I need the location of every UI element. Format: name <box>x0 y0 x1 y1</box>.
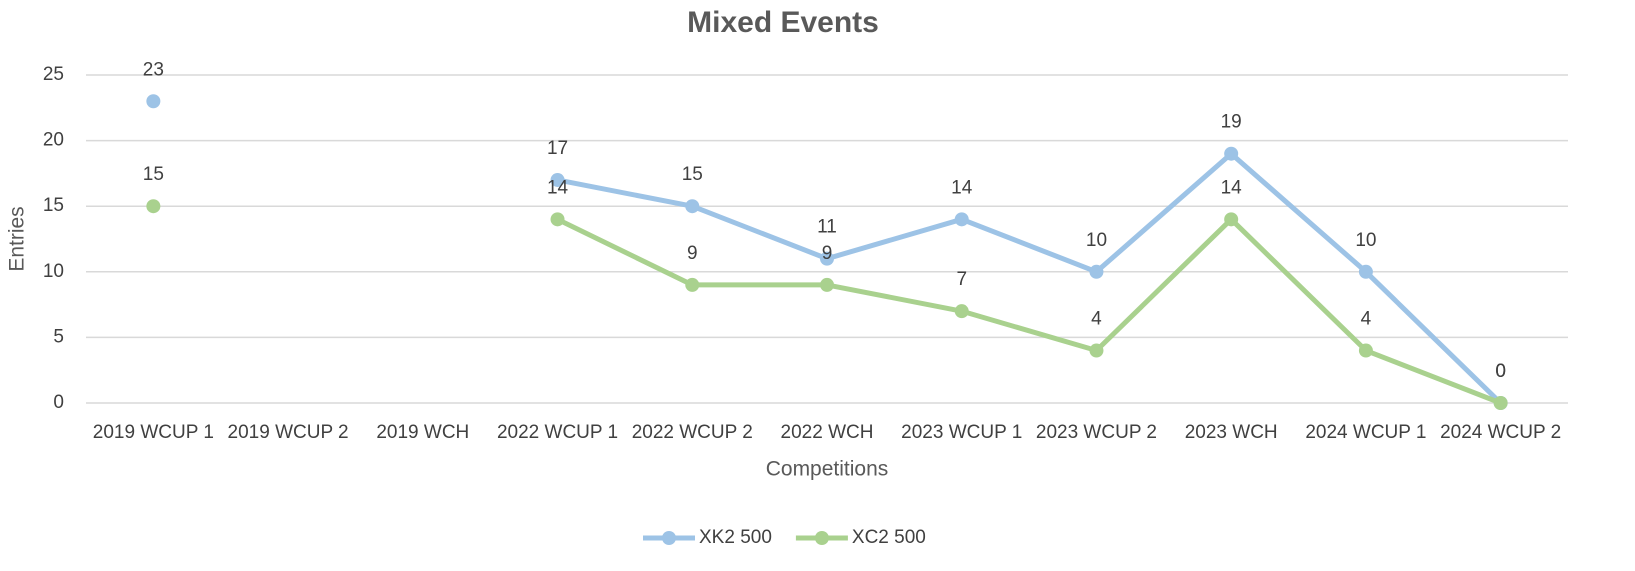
y-tick-label: 10 <box>43 261 64 282</box>
x-tick-label: 2024 WCUP 2 <box>1440 422 1561 443</box>
data-point <box>146 94 161 109</box>
data-point <box>685 199 700 214</box>
series-line <box>556 216 1502 406</box>
data-point <box>1224 146 1239 161</box>
x-tick-label: 2019 WCUP 2 <box>228 422 349 443</box>
data-point <box>954 212 969 227</box>
x-tick-label: 2024 WCUP 1 <box>1305 422 1426 443</box>
x-tick-label: 2022 WCUP 2 <box>632 422 753 443</box>
data-label: 4 <box>1091 309 1102 330</box>
data-label: 11 <box>817 217 837 238</box>
y-axis-title: Entries <box>6 206 29 271</box>
data-label: 14 <box>1221 177 1243 198</box>
data-label: 9 <box>687 243 698 264</box>
data-label: 9 <box>822 243 833 264</box>
data-label: 0 <box>1495 361 1506 382</box>
chart-title: Mixed Events <box>687 6 879 39</box>
x-tick-label: 2022 WCUP 1 <box>497 422 618 443</box>
data-point <box>954 304 969 319</box>
legend-label: XC2 500 <box>852 527 926 548</box>
data-point <box>1358 343 1373 358</box>
data-point <box>1358 264 1373 279</box>
data-point <box>1493 396 1508 410</box>
data-label: 14 <box>547 177 569 198</box>
legend-marker <box>814 531 829 545</box>
x-tick-label: 2023 WCH <box>1185 422 1278 443</box>
series-line <box>557 151 1503 405</box>
data-label: 15 <box>682 164 703 185</box>
data-label: 10 <box>1355 230 1376 251</box>
data-point <box>685 277 700 292</box>
data-label: 19 <box>1221 112 1242 133</box>
y-tick-label: 20 <box>43 130 64 151</box>
data-point <box>550 212 565 227</box>
x-tick-label: 2019 WCUP 1 <box>93 422 214 443</box>
y-tick-label: 0 <box>53 392 64 413</box>
data-point <box>1089 343 1104 358</box>
data-point <box>820 277 834 292</box>
data-point <box>1089 264 1104 279</box>
data-label: 15 <box>143 164 164 185</box>
data-point <box>146 199 161 214</box>
y-tick-label: 15 <box>43 195 64 216</box>
x-tick-label: 2022 WCH <box>781 422 874 443</box>
data-label: 23 <box>143 59 164 80</box>
data-label: 7 <box>956 269 967 290</box>
data-label: 4 <box>1361 309 1372 330</box>
legend-label: XK2 500 <box>699 527 772 548</box>
y-tick-label: 25 <box>43 64 64 85</box>
legend-marker <box>662 531 676 545</box>
data-label: 17 <box>547 138 568 159</box>
data-label: 10 <box>1086 230 1107 251</box>
y-tick-label: 5 <box>53 326 64 347</box>
x-tick-label: 2023 WCUP 2 <box>1036 422 1157 443</box>
data-label: 0 <box>1495 361 1506 382</box>
x-axis-title: Competitions <box>766 458 889 481</box>
x-tick-label: 2019 WCH <box>376 422 469 443</box>
x-tick-label: 2023 WCUP 1 <box>901 422 1022 443</box>
data-point <box>1224 212 1239 227</box>
data-point <box>820 251 834 266</box>
data-label: 14 <box>951 177 973 198</box>
data-point <box>550 172 565 187</box>
